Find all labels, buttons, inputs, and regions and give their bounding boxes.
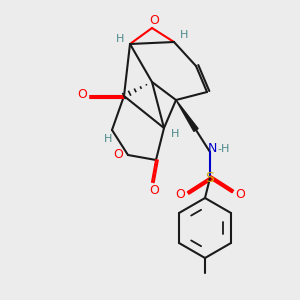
Text: O: O — [149, 14, 159, 26]
Text: -H: -H — [218, 144, 230, 154]
Text: H: H — [104, 134, 112, 144]
Text: O: O — [235, 188, 245, 200]
Polygon shape — [176, 100, 198, 131]
Text: N: N — [207, 142, 217, 155]
Text: O: O — [113, 148, 123, 161]
Text: O: O — [175, 188, 185, 200]
Text: H: H — [180, 30, 188, 40]
Text: H: H — [171, 129, 179, 139]
Text: O: O — [149, 184, 159, 196]
Text: O: O — [77, 88, 87, 100]
Text: S: S — [206, 171, 214, 185]
Text: H: H — [116, 34, 124, 44]
